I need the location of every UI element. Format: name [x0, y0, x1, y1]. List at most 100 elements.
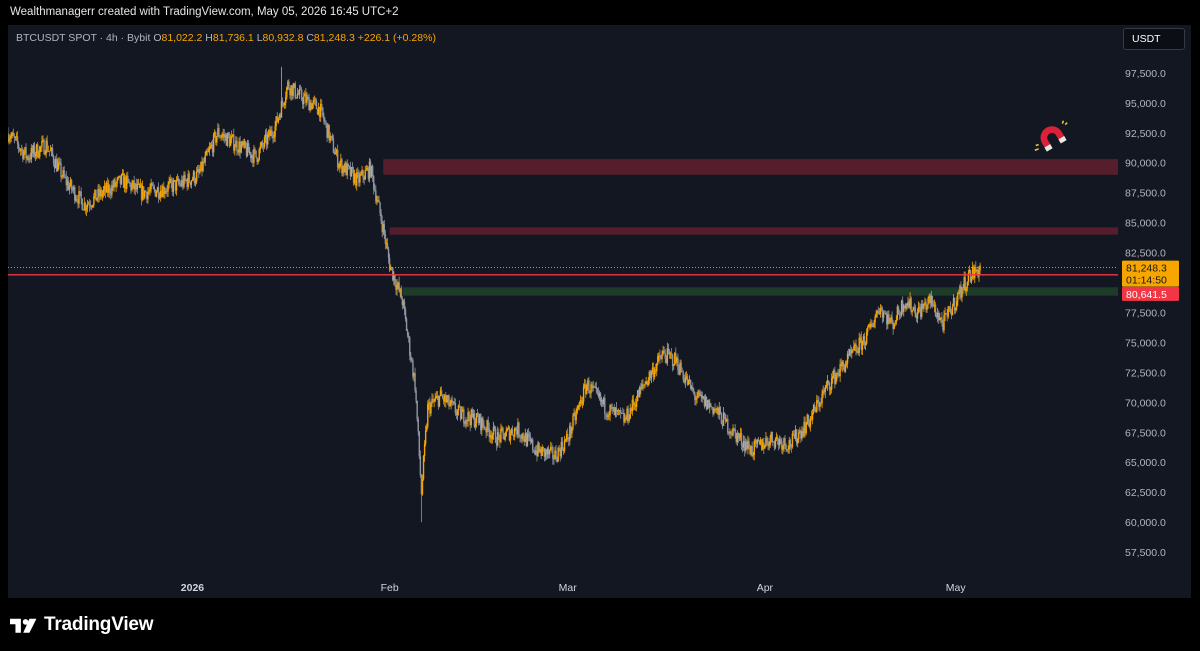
candle: [414, 367, 416, 393]
candle-body: [653, 369, 656, 378]
candle-body: [930, 295, 932, 304]
candle: [620, 407, 622, 419]
candle: [662, 345, 664, 356]
candle: [494, 426, 497, 444]
candle-body: [413, 373, 415, 377]
candle-body: [312, 100, 314, 104]
candle-body: [546, 448, 549, 455]
candle: [771, 431, 773, 447]
resistance-zone[interactable]: [389, 227, 1118, 235]
candle: [498, 428, 500, 441]
candle: [21, 144, 23, 156]
candle: [895, 315, 898, 326]
candle: [696, 391, 698, 404]
candle: [512, 434, 515, 441]
candle-body: [875, 312, 877, 317]
candle: [863, 332, 866, 349]
candle-body: [448, 395, 450, 407]
candle-body: [801, 431, 803, 439]
candle: [277, 117, 280, 124]
candle-body: [396, 284, 398, 290]
candle: [420, 473, 423, 523]
candle-body: [764, 445, 766, 449]
chart-pane[interactable]: 97,500.0 95,000.0 92,500.0 90,000.0 87,500.0…: [8, 25, 1191, 598]
candle-body: [485, 428, 487, 433]
candle-body: [373, 176, 375, 190]
candle-body: [667, 348, 670, 352]
currency-selector[interactable]: USDT: [1123, 28, 1185, 50]
candle-body: [204, 155, 206, 163]
candle: [570, 422, 572, 439]
tradingview-logo-icon: [10, 618, 37, 633]
candle: [813, 402, 816, 412]
candle-body: [713, 408, 715, 414]
candle: [535, 445, 537, 456]
candle-body: [745, 442, 747, 451]
candle-body: [35, 144, 38, 155]
candle: [409, 335, 411, 361]
candle-body: [74, 187, 76, 201]
candle: [715, 408, 717, 414]
candle: [658, 352, 660, 362]
candle: [53, 158, 56, 173]
candle-body: [837, 372, 839, 375]
candle: [874, 314, 876, 329]
candle-body: [495, 442, 498, 446]
candle: [679, 359, 681, 376]
candle: [169, 174, 171, 184]
candle-body: [741, 445, 744, 448]
candle-body: [716, 407, 718, 409]
candle: [527, 428, 530, 442]
candle: [146, 191, 148, 204]
candle: [62, 166, 64, 179]
candle: [510, 427, 513, 436]
price-chart[interactable]: 97,500.095,000.092,500.090,000.087,500.0…: [8, 25, 1191, 598]
candle: [367, 166, 370, 182]
candle-body: [165, 190, 167, 193]
candle: [720, 411, 723, 425]
candle-body: [292, 86, 294, 96]
resistance-zone[interactable]: [383, 159, 1118, 175]
candle: [112, 179, 114, 192]
candle-body: [525, 433, 528, 446]
candle: [550, 441, 552, 451]
candle-body: [524, 433, 526, 442]
candle-body: [656, 363, 658, 372]
candle-body: [400, 288, 402, 299]
candle-body: [364, 170, 366, 180]
candle-body: [103, 185, 106, 190]
candle: [456, 408, 459, 421]
candle-body: [605, 414, 607, 415]
candle-body: [854, 344, 856, 346]
symbol-legend[interactable]: BTCUSDT SPOT · 4h · Bybit O81,022.2 H81,…: [16, 32, 436, 44]
candle: [400, 285, 402, 300]
candle: [667, 343, 670, 355]
level-price-label: 80,641.5: [1126, 289, 1167, 301]
candle: [870, 318, 872, 330]
candle-body: [415, 390, 417, 401]
candle: [91, 205, 93, 211]
candle-body: [434, 398, 436, 401]
candle-body: [938, 312, 940, 321]
support-zone[interactable]: [402, 287, 1118, 296]
candle: [975, 261, 977, 273]
candle-body: [428, 402, 430, 405]
candle-body: [934, 304, 937, 316]
candle-body: [661, 354, 663, 359]
candle: [765, 431, 767, 448]
candle: [862, 334, 865, 346]
symbol-name[interactable]: BTCUSDT SPOT · 4h · Bybit: [16, 32, 151, 44]
candle-body: [552, 447, 554, 459]
candle: [833, 368, 835, 380]
candle: [757, 436, 760, 442]
candle-body: [723, 412, 726, 415]
candle: [692, 382, 694, 393]
candle-body: [170, 178, 172, 183]
candle: [924, 297, 926, 306]
candle-body: [182, 179, 184, 187]
candle-body: [502, 428, 504, 434]
candle-body: [61, 176, 63, 178]
candle-body: [108, 185, 110, 193]
price-tick-label: 82,500.0: [1125, 248, 1166, 260]
candle-body: [601, 399, 604, 405]
